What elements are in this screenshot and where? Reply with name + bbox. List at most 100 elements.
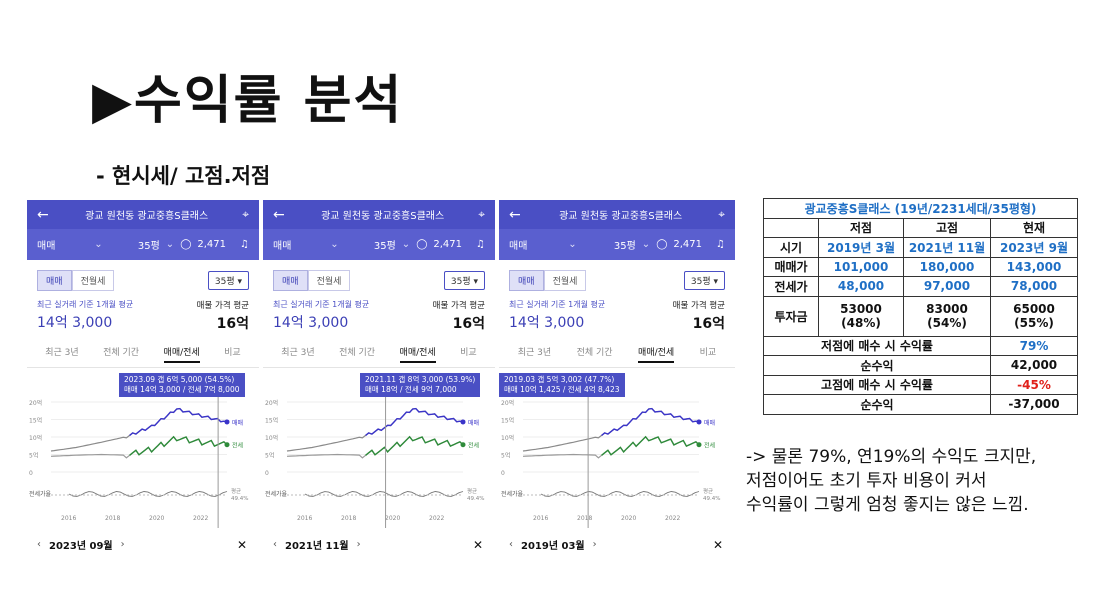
chat-count: 2,471: [673, 239, 703, 250]
recent-price: 14억 3,000: [37, 315, 113, 331]
recent-label: 최근 실거래 기준 1개월 평균: [273, 300, 370, 309]
tab-rent[interactable]: 전월세: [71, 270, 115, 291]
chart-tooltip: 2021.11 갭 8억 3,000 (53.9%) 매매 18억 / 전세 9…: [360, 373, 481, 398]
ratio-line: [304, 491, 464, 497]
bell-icon[interactable]: ♫: [716, 239, 725, 250]
price-chart[interactable]: 20억 15억 10억 5억 0 매매 전세 전세가율 평균 49.4% 2016 2018 2020 2…: [27, 368, 259, 528]
series-label: 매매: [468, 419, 479, 427]
listing-price: 16억: [216, 316, 249, 332]
table-header-row: 저점 고점 현재: [763, 217, 1078, 238]
range-tab[interactable]: 최근 3년: [45, 348, 79, 358]
avg-value: 49.4%: [467, 496, 484, 502]
range-tab[interactable]: 최근 3년: [517, 348, 552, 358]
location-pin-icon[interactable]: ⌖: [478, 207, 485, 221]
range-tab-active[interactable]: 매매/전세: [163, 345, 200, 363]
series-line-recent: [129, 435, 228, 456]
range-tab[interactable]: 전체 기간: [103, 348, 140, 358]
table-cell: 83000 (54%): [903, 295, 991, 337]
summary-row: 저점에 매수 시 수익률 79%: [763, 335, 1078, 356]
close-icon[interactable]: ✕: [712, 537, 723, 552]
chevron-down-icon: ⌄: [568, 239, 577, 250]
range-tab[interactable]: 비교: [699, 348, 717, 358]
chevron-down-icon: ⌄: [330, 239, 339, 250]
listing-price: 16억: [452, 316, 485, 332]
deal-type-select[interactable]: 매매: [37, 241, 56, 252]
price-chart[interactable]: 20억 15억 10억 5억 0 매매 전세 전세가율 평균 49.4% 2016 2018 2020 2…: [263, 368, 495, 528]
deal-type-select[interactable]: 매매: [273, 241, 292, 252]
pyeong-dropdown[interactable]: 35평 ▾: [683, 271, 725, 290]
next-month-icon[interactable]: ›: [356, 539, 361, 550]
pyeong-value: 35평: [450, 277, 471, 287]
avg-label: 평균: [467, 488, 477, 495]
page-title: ▶수익률 분석: [92, 71, 404, 131]
avg-label: 평균: [703, 488, 713, 495]
next-month-icon[interactable]: ›: [592, 539, 597, 550]
range-tabs: 최근 3년 전체 기간 매매/전세 비교: [27, 333, 259, 368]
pyeong-dropdown[interactable]: 35평 ▾: [207, 271, 249, 290]
chevron-down-icon: ⌄: [401, 239, 411, 250]
tab-sale[interactable]: 매매: [509, 270, 544, 291]
prev-month-icon[interactable]: ‹: [37, 539, 41, 550]
series-endpoint: [460, 442, 466, 448]
selected-date: 2019년 03월: [521, 541, 585, 552]
prev-month-icon[interactable]: ‹: [273, 539, 277, 550]
bell-icon[interactable]: ♫: [240, 239, 249, 250]
filter-bar: 매매 ⌄ 35평 ⌄ ◯ 2,471 ♫: [27, 229, 259, 260]
y-tick-label: 15억: [501, 417, 514, 425]
x-tick-label: 2020: [385, 515, 400, 522]
price-summary: 최근 실거래 기준 1개월 평균 14억 3,000 매물 가격 평균 16억: [263, 291, 495, 333]
area-select[interactable]: 35평: [137, 241, 160, 252]
series-line-recent: [601, 407, 700, 436]
area-select[interactable]: 35평: [373, 241, 396, 252]
y-tick-label: 0: [29, 470, 33, 477]
range-tab-active[interactable]: 매매/전세: [638, 345, 675, 363]
chart-tooltip: 2019.03 갭 5억 3,002 (47.7%) 매매 10억 1,425 …: [499, 373, 625, 398]
price-chart[interactable]: 20억 15억 10억 5억 0 매매 전세 전세가율 평균 49.4% 2016 2018 2020 2…: [499, 368, 735, 528]
date-navigator: ‹ 2021년 11월 › ✕: [273, 537, 483, 553]
table-row: 시기 2019년 3월 2021년 11월 2023년 9월: [763, 237, 1078, 258]
chat-icon[interactable]: ◯: [656, 239, 668, 250]
location-pin-icon[interactable]: ⌖: [718, 207, 725, 221]
back-arrow-icon[interactable]: ←: [37, 206, 49, 223]
close-icon[interactable]: ✕: [472, 537, 483, 552]
y-tick-label: 0: [265, 470, 269, 477]
series-label: 전세: [468, 442, 479, 450]
invest-ratio: (54%): [927, 316, 967, 330]
range-tab[interactable]: 비교: [460, 348, 477, 358]
range-tab[interactable]: 최근 3년: [281, 348, 315, 358]
bell-icon[interactable]: ♫: [476, 239, 485, 250]
listing-label: 매물 가격 평균: [432, 301, 485, 311]
location-pin-icon[interactable]: ⌖: [242, 207, 249, 221]
chat-icon[interactable]: ◯: [180, 239, 192, 250]
series-label: 전세: [232, 442, 243, 450]
close-icon[interactable]: ✕: [236, 537, 247, 552]
price-summary: 최근 실거래 기준 1개월 평균 14억 3,000 매물 가격 평균 16억: [499, 291, 735, 333]
deal-type-select[interactable]: 매매: [509, 241, 528, 252]
back-arrow-icon[interactable]: ←: [509, 206, 521, 223]
prev-month-icon[interactable]: ‹: [509, 539, 513, 550]
summary-label: 순수익: [763, 355, 991, 376]
range-tab[interactable]: 전체 기간: [339, 348, 376, 358]
range-tab[interactable]: 전체 기간: [576, 348, 613, 358]
range-tab-active[interactable]: 매매/전세: [399, 345, 436, 363]
tab-rent[interactable]: 전월세: [543, 270, 587, 291]
pyeong-dropdown[interactable]: 35평 ▾: [443, 271, 485, 290]
back-arrow-icon[interactable]: ←: [273, 206, 285, 223]
tab-sale[interactable]: 매매: [37, 270, 72, 291]
table-cell: 65000 (55%): [990, 295, 1078, 337]
recent-price: 14억 3,000: [273, 315, 349, 331]
x-tick-label: 2020: [621, 515, 636, 522]
area-select[interactable]: 35평: [613, 241, 636, 252]
tooltip-prices: 매매 14억 3,000 / 전세 7억 8,000: [124, 385, 240, 395]
next-month-icon[interactable]: ›: [120, 539, 125, 550]
chat-icon[interactable]: ◯: [416, 239, 428, 250]
y-tick-label: 15억: [29, 417, 42, 425]
ratio-line: [68, 491, 228, 497]
series-endpoint: [224, 442, 230, 448]
summary-label: 순수익: [763, 394, 991, 415]
tab-rent[interactable]: 전월세: [307, 270, 351, 291]
range-tab[interactable]: 비교: [224, 348, 241, 358]
tab-sale[interactable]: 매매: [273, 270, 308, 291]
x-tick-label: 2016: [533, 515, 548, 522]
